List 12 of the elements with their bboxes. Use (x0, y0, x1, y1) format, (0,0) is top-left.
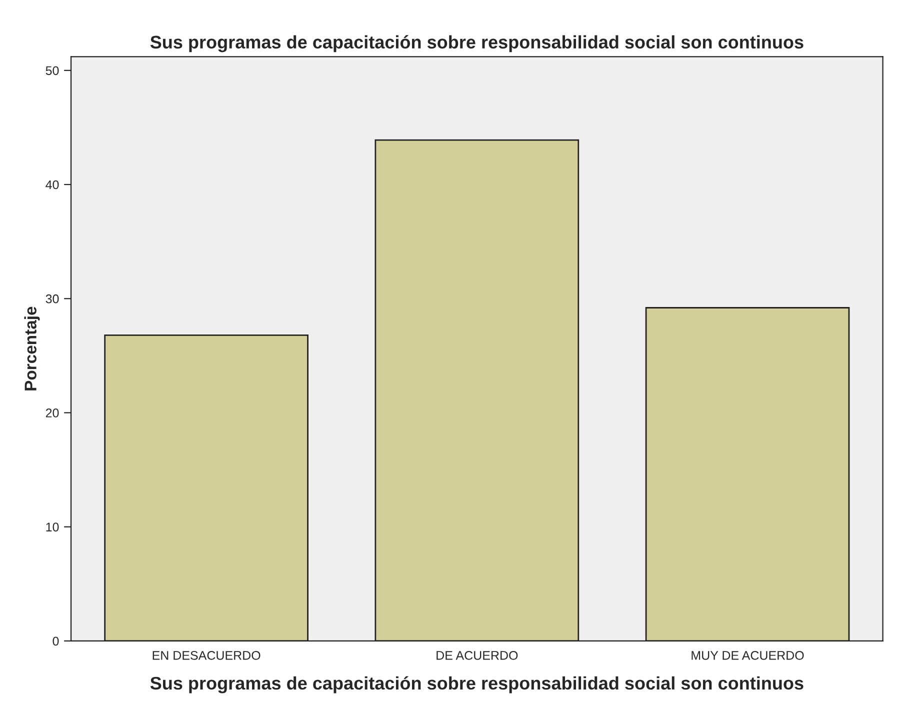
y-tick-label: 40 (46, 180, 59, 190)
y-tick-label: 30 (46, 294, 59, 304)
chart-title: Sus programas de capacitación sobre responsabilidad social son continuos (150, 35, 804, 52)
x-tick-label: MUY DE ACUERDO (692, 650, 804, 660)
y-tick-label: 10 (46, 522, 59, 532)
y-tick-label: 0 (52, 636, 59, 646)
x-tick-label: EN DESACUERDO (152, 650, 260, 660)
x-tick-label: DE ACUERDO (436, 650, 518, 660)
y-tick-label: 20 (46, 408, 59, 418)
x-axis-title: Sus programas de capacitación sobre responsabilidad social son continuos (150, 676, 804, 694)
y-axis-title: Porcentaje (24, 306, 40, 390)
y-tick-label: 50 (46, 66, 59, 76)
